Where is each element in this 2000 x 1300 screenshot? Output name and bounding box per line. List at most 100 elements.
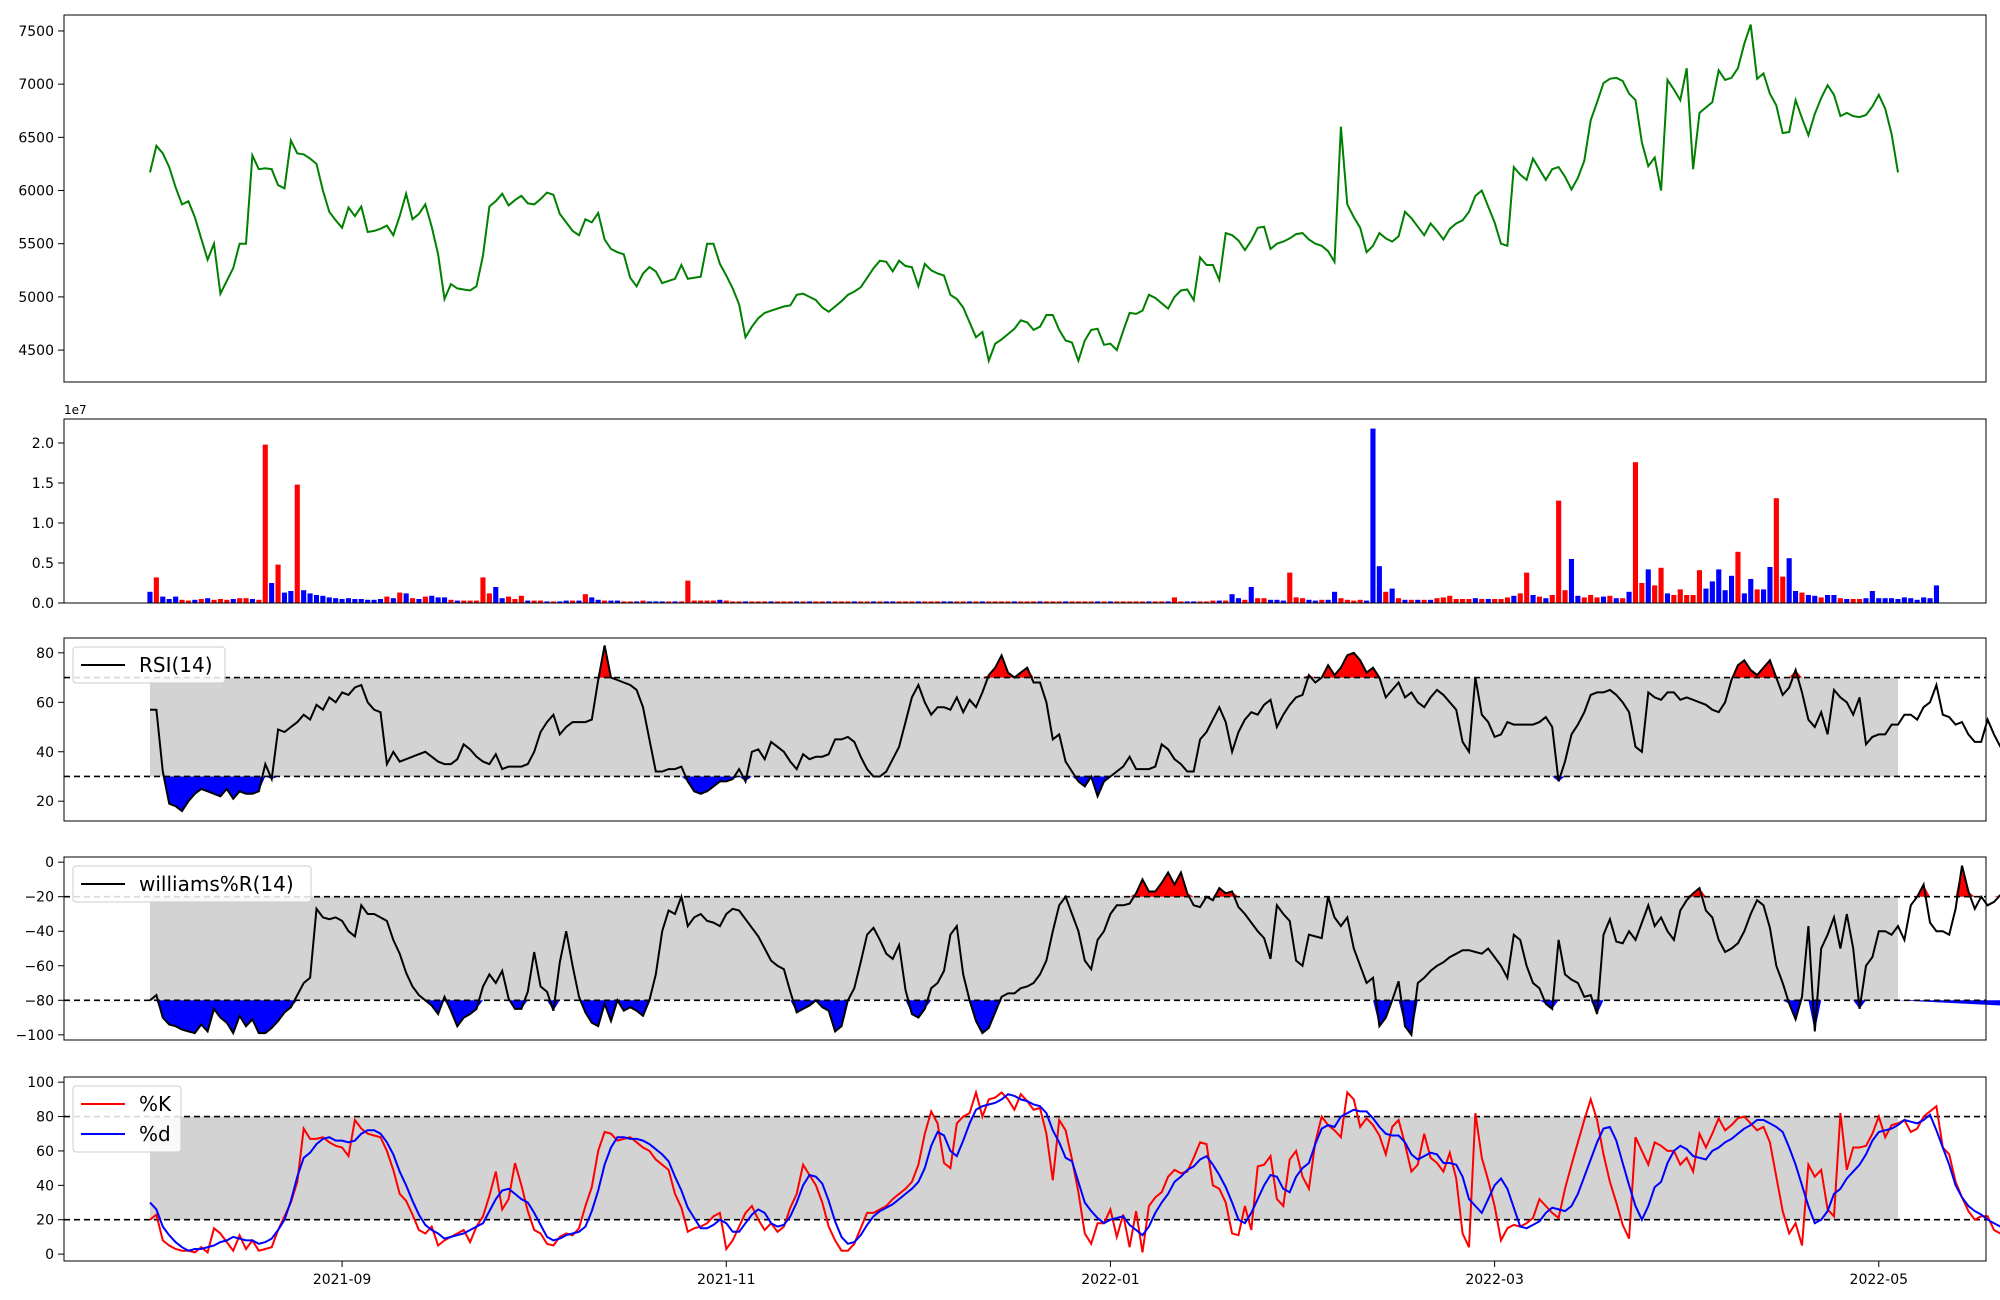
volume-bar [986, 601, 992, 603]
volume-bar [403, 593, 409, 603]
volume-bar [1235, 598, 1242, 603]
volume-bar [506, 596, 512, 603]
volume-bar [1876, 598, 1882, 603]
volume-bar [288, 591, 294, 603]
volume-bar [480, 577, 486, 603]
volume-bar [1600, 596, 1607, 603]
volume-bar [1440, 597, 1446, 603]
rsi-panel: 20 40 60 80 RSI(14) [36, 637, 2000, 822]
volume-bar [1293, 597, 1299, 603]
volume-bar [806, 601, 813, 603]
volume-bar [1850, 599, 1856, 603]
volume-bar [864, 601, 870, 603]
volume-bar [999, 601, 1005, 603]
volume-bar [653, 601, 659, 603]
volume-bar [1479, 599, 1485, 603]
volume-bar [698, 600, 704, 603]
stochastic-y-axis: 0 20 40 60 80 100 [27, 1075, 64, 1263]
williams-ytick-label: 0 [45, 855, 54, 871]
volume-bar [883, 601, 889, 603]
volume-bar [1748, 579, 1754, 603]
volume-bar [1696, 570, 1703, 603]
volume-bar [890, 601, 896, 603]
volume-bar [646, 601, 653, 603]
volume-y-axis: 0.0 0.5 1.0 1.5 2.0 [32, 436, 64, 612]
volume-bar [1626, 591, 1632, 603]
volume-bar [1690, 595, 1696, 603]
volume-bar [1703, 588, 1709, 603]
volume-bar [1729, 575, 1735, 603]
volume-bar [1799, 592, 1805, 603]
volume-bar [941, 601, 947, 603]
volume-bar [474, 600, 480, 603]
volume-bar [659, 601, 665, 603]
volume-bar [1492, 599, 1498, 603]
volume-bar [1050, 601, 1056, 603]
volume-bar [1882, 598, 1888, 603]
volume-bar [1447, 595, 1453, 603]
volume-bar [1344, 599, 1350, 603]
volume-bar [1607, 595, 1613, 603]
rsi-panel-frame [63, 637, 1987, 822]
volume-bar [1453, 599, 1459, 603]
volume-bar [1722, 590, 1728, 603]
volume-bar [1460, 599, 1466, 603]
volume-bar [794, 601, 800, 603]
volume-bar [281, 592, 288, 603]
volume-bar [1171, 597, 1178, 603]
price-panel: 4500 5000 5500 6000 6500 7000 7500 [18, 14, 1987, 383]
volume-bar [416, 599, 422, 603]
volume-bar [1024, 601, 1030, 603]
volume-bar [954, 601, 960, 603]
volume-bar [1536, 596, 1543, 603]
volume-bar [1901, 597, 1907, 603]
volume-panel: 0.0 0.5 1.0 1.5 2.0 1e7 [32, 403, 1987, 612]
volume-bar [365, 599, 371, 603]
volume-bar [781, 601, 787, 603]
volume-bar [602, 600, 608, 603]
volume-bar [992, 601, 998, 603]
volume-bar [557, 601, 563, 603]
volume-ytick-label: 0.5 [32, 556, 54, 572]
volume-bar [1735, 551, 1741, 603]
volume-bar [967, 601, 973, 603]
volume-bar [1152, 601, 1158, 603]
volume-bar [1575, 595, 1581, 603]
volume-bar [1933, 585, 1940, 603]
volume-bars-group [147, 428, 1940, 603]
volume-bar [525, 600, 531, 603]
volume-bar [576, 600, 582, 603]
volume-bar [1889, 598, 1895, 603]
price-panel-frame [63, 14, 1987, 383]
volume-bar [1191, 601, 1197, 603]
volume-bar [1287, 572, 1293, 603]
volume-bar [762, 601, 768, 603]
volume-bar [845, 601, 851, 603]
volume-bar [1165, 601, 1171, 603]
volume-bar [595, 599, 601, 603]
volume-bar [1857, 599, 1863, 603]
volume-bar [1466, 599, 1472, 603]
volume-bar [871, 601, 877, 603]
volume-bar [582, 594, 588, 603]
volume-bar [570, 600, 576, 603]
volume-bar [1645, 569, 1651, 603]
volume-bar [1780, 576, 1786, 603]
volume-bar [1793, 591, 1799, 603]
volume-bar [1908, 598, 1914, 603]
k-legend-label: %K [139, 1092, 172, 1116]
volume-bar [1261, 598, 1267, 603]
volume-bar [1088, 601, 1094, 603]
volume-bar [1319, 599, 1325, 603]
volume-bar [909, 601, 915, 603]
volume-bar [1037, 601, 1043, 603]
volume-bar [230, 599, 236, 603]
volume-bar [1300, 598, 1306, 603]
volume-bar [531, 600, 537, 603]
volume-bar [1312, 600, 1318, 603]
volume-bar [742, 601, 749, 603]
date-tick-label: 2021-11 [697, 1272, 756, 1288]
volume-bar [1095, 601, 1101, 603]
volume-bar [147, 591, 153, 603]
